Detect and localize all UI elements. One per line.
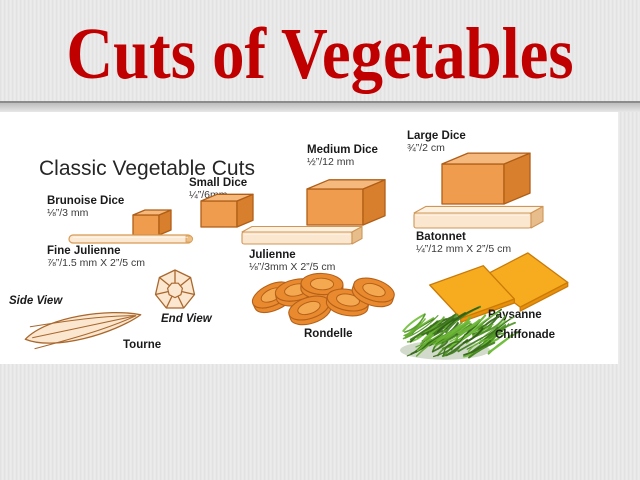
svg-text:Brunoise Dice: Brunoise Dice [47,195,124,207]
svg-text:Large Dice: Large Dice [407,130,466,142]
svg-text:⅞”/1.5 mm X 2”/5 cm: ⅞”/1.5 mm X 2”/5 cm [47,257,145,269]
svg-text:Batonnet: Batonnet [416,231,466,243]
svg-text:Tourne: Tourne [123,339,161,351]
svg-text:Julienne: Julienne [249,249,296,261]
svg-text:½”/12 mm: ½”/12 mm [307,156,355,168]
svg-text:Side View: Side View [9,295,63,307]
svg-text:End View: End View [161,313,213,325]
svg-text:¾”/2 cm: ¾”/2 cm [407,142,445,154]
svg-text:⅛”/3 mm: ⅛”/3 mm [47,207,89,219]
svg-text:Medium Dice: Medium Dice [307,144,378,156]
svg-text:Rondelle: Rondelle [304,328,353,340]
svg-text:⅛”/3mm X 2”/5 cm: ⅛”/3mm X 2”/5 cm [249,261,336,273]
svg-text:Fine Julienne: Fine Julienne [47,245,121,257]
svg-text:Chiffonade: Chiffonade [495,329,555,341]
svg-text:¼”/12 mm X 2”/5 cm: ¼”/12 mm X 2”/5 cm [416,243,511,255]
svg-text:Small Dice: Small Dice [189,177,247,189]
